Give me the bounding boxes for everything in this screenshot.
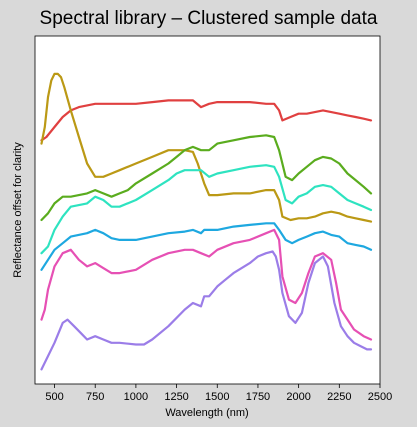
x-tick-label: 750 — [86, 391, 104, 403]
series-line-4 — [40, 164, 373, 255]
series-line-3 — [40, 134, 373, 222]
x-tick-label: 1500 — [205, 391, 229, 403]
x-tick-label: 2000 — [286, 391, 310, 403]
x-tick-label: 2250 — [327, 391, 351, 403]
x-tick-label: 1250 — [164, 391, 188, 403]
x-tick-label: 1750 — [246, 391, 270, 403]
series-line-7 — [40, 250, 373, 371]
series-line-2 — [40, 72, 373, 223]
chart-title: Spectral library – Clustered sample data — [39, 8, 378, 29]
y-axis-label: Reflectance offset for clarity — [12, 142, 24, 278]
x-axis-ticks: 500 750 1000 1250 1500 1750 2000 2250 2500 — [45, 384, 392, 403]
plot-area — [34, 35, 381, 385]
x-tick-label: 500 — [45, 391, 63, 403]
x-tick-label: 1000 — [124, 391, 148, 403]
x-axis-label: Wavelength (nm) — [165, 407, 248, 419]
x-tick-label: 2500 — [368, 391, 392, 403]
series-line-1 — [40, 99, 373, 142]
series-line-6 — [40, 228, 373, 341]
series-layer — [40, 72, 373, 371]
series-line-5 — [40, 222, 373, 271]
